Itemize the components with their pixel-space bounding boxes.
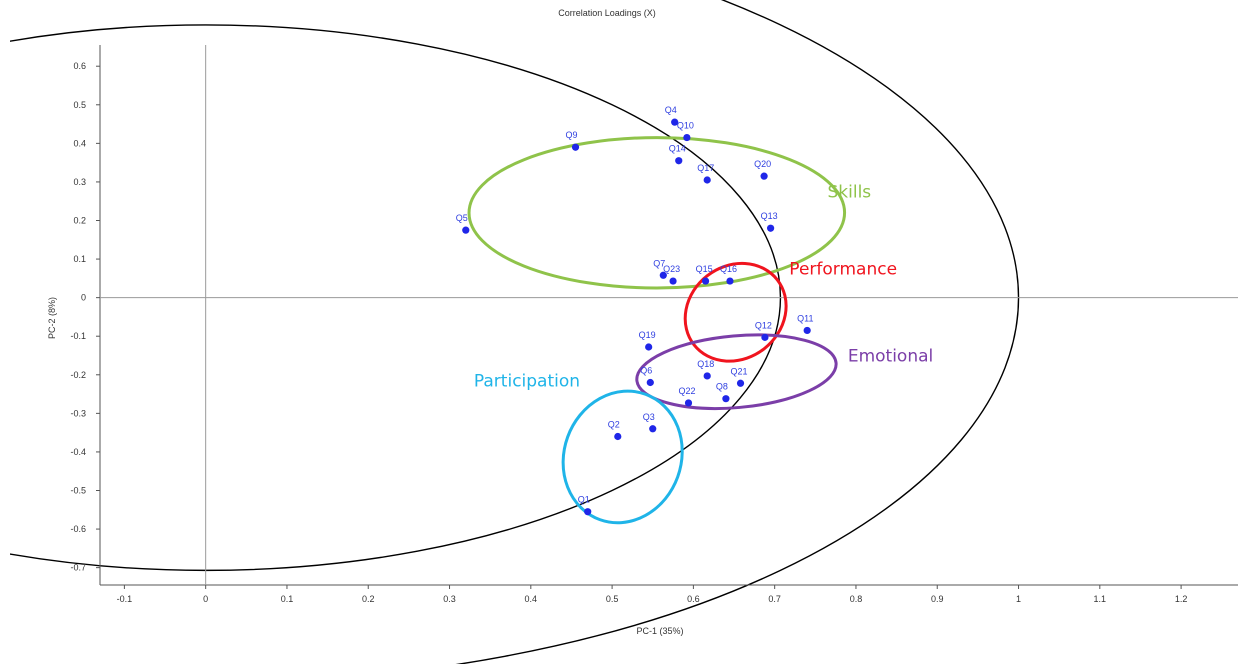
data-point-q22 xyxy=(684,399,693,407)
x-tick-label: 0 xyxy=(203,594,208,604)
point-label-q10: Q10 xyxy=(677,121,694,131)
x-tick-label: 0.8 xyxy=(850,594,863,604)
point-label-q3: Q3 xyxy=(643,412,655,422)
y-tick-label: 0.6 xyxy=(73,61,86,71)
x-tick-label: 0.3 xyxy=(443,594,456,604)
group-ellipse-participation xyxy=(561,389,684,525)
data-point-q5 xyxy=(462,226,470,234)
y-tick-label: -0.2 xyxy=(70,370,86,380)
x-tick-label: 0.6 xyxy=(687,594,700,604)
point-label-q16: Q16 xyxy=(720,264,737,274)
y-tick-label: 0 xyxy=(81,293,86,303)
point-label-q5: Q5 xyxy=(456,213,468,223)
point-label-q14: Q14 xyxy=(669,144,686,154)
x-tick-label: 0.7 xyxy=(768,594,781,604)
point-label-q6: Q6 xyxy=(640,366,652,376)
data-point-q11 xyxy=(803,326,811,335)
x-tick-label: 0.1 xyxy=(281,594,294,604)
x-tick-label: 0.5 xyxy=(606,594,619,604)
circle-outer xyxy=(454,0,1019,664)
point-label-q8: Q8 xyxy=(716,382,728,392)
y-tick-label: -0.3 xyxy=(70,408,86,418)
data-point-q10 xyxy=(683,133,691,142)
point-label-q12: Q12 xyxy=(755,320,772,330)
y-tick-label: 0.5 xyxy=(73,100,86,110)
point-label-q9: Q9 xyxy=(566,130,578,140)
y-tick-label: -0.1 xyxy=(70,331,86,341)
x-axis-label: PC-1 (35%) xyxy=(636,626,683,636)
point-label-q4: Q4 xyxy=(665,105,677,115)
x-tick-label: 0.2 xyxy=(362,594,375,604)
x-tick-label: 1.2 xyxy=(1175,594,1188,604)
data-point-q9 xyxy=(571,143,580,151)
data-point-q12 xyxy=(761,333,769,341)
group-ellipse-skills xyxy=(467,136,847,290)
y-tick-label: 0.3 xyxy=(73,177,86,187)
data-point-q4 xyxy=(671,118,679,126)
data-points: Q1 Q2 Q3 Q4 Q5 Q6 Q7 Q8 Q9 Q10 Q11 Q12 Q13 Q14 Q15 Q16 Q… xyxy=(456,105,814,516)
data-point-q18 xyxy=(703,372,711,380)
axes xyxy=(99,45,1238,586)
x-tick-label: 1 xyxy=(1016,594,1021,604)
data-point-q19 xyxy=(645,343,653,351)
data-point-q8 xyxy=(722,395,730,403)
x-tick-label: 0.9 xyxy=(931,594,944,604)
point-label-q23: Q23 xyxy=(663,264,680,274)
point-label-q1: Q1 xyxy=(578,495,590,505)
y-tick-label: -0.6 xyxy=(70,524,86,534)
point-label-q18: Q18 xyxy=(697,359,714,369)
point-label-q20: Q20 xyxy=(754,159,771,169)
point-label-q17: Q17 xyxy=(697,163,714,173)
y-tick-label: -0.4 xyxy=(70,447,86,457)
data-point-q3 xyxy=(649,425,657,433)
tick-labels: -0.1 0 0.1 0.2 0.3 0.4 0.5 0.6 0.7 0.8 0.9 1 1.1 1.2 0… xyxy=(70,61,1187,604)
data-point-q23 xyxy=(669,277,677,285)
y-axis-label: PC-2 (8%) xyxy=(47,297,57,339)
data-point-q1 xyxy=(584,508,592,516)
data-point-q6 xyxy=(646,378,654,387)
y-tick-label: 0.2 xyxy=(73,216,86,226)
point-label-q2: Q2 xyxy=(608,420,620,430)
data-point-q17 xyxy=(703,176,711,184)
data-point-q2 xyxy=(614,432,622,441)
y-tick-label: 0.4 xyxy=(73,138,86,148)
group-ellipse-emotional xyxy=(635,333,838,410)
y-tick-label: -0.7 xyxy=(70,563,86,573)
y-tick-label: -0.5 xyxy=(70,486,86,496)
group-label-participation: Participation xyxy=(474,371,580,391)
data-point-q14 xyxy=(675,157,683,165)
data-point-q13 xyxy=(767,224,775,232)
correlation-circles xyxy=(10,0,1019,664)
x-tick-label: 0.4 xyxy=(525,594,538,604)
point-label-q7: Q7 xyxy=(653,258,665,268)
group-ellipse-performance xyxy=(683,261,788,363)
group-label-performance: Performance xyxy=(789,260,897,280)
chart-title: Correlation Loadings (X) xyxy=(558,8,656,18)
data-point-q20 xyxy=(760,172,768,180)
point-label-q13: Q13 xyxy=(761,211,778,221)
data-point-q16 xyxy=(726,277,734,285)
group-ellipses: Skills Performance Emotional Participation xyxy=(467,136,933,525)
point-label-q21: Q21 xyxy=(731,366,748,376)
x-tick-label: -0.1 xyxy=(117,594,133,604)
point-label-q19: Q19 xyxy=(639,330,656,340)
x-tick-label: 1.1 xyxy=(1094,594,1107,604)
group-label-emotional: Emotional xyxy=(848,346,933,366)
point-label-q15: Q15 xyxy=(696,264,713,274)
group-label-skills: Skills xyxy=(828,182,872,202)
data-point-q15 xyxy=(701,277,710,285)
data-point-q7 xyxy=(659,271,667,279)
data-point-q21 xyxy=(736,379,745,387)
point-label-q11: Q11 xyxy=(797,313,813,323)
y-tick-label: 0.1 xyxy=(73,254,86,264)
point-label-q22: Q22 xyxy=(679,386,696,396)
